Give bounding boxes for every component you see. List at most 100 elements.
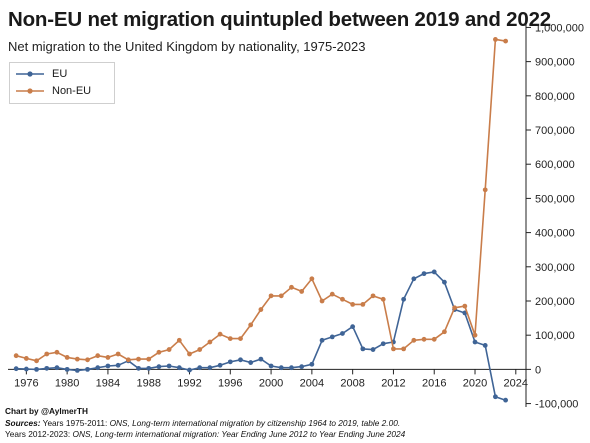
point-eu-1976 xyxy=(24,367,29,372)
point-eu-1979 xyxy=(55,365,60,370)
y-tick-label-900000: 900,000 xyxy=(535,57,575,69)
x-tick-label-1984: 1984 xyxy=(96,377,120,389)
point-eu-2009 xyxy=(360,346,365,351)
source-line-2: Years 2012-2023: ONS, Long-term internat… xyxy=(5,429,405,439)
point-eu-1982 xyxy=(85,367,90,372)
source-2-text: ONS, Long-term international migration: … xyxy=(73,429,406,439)
point-non-eu-2022 xyxy=(493,37,498,42)
point-non-eu-1995 xyxy=(218,332,223,337)
legend-item-non-eu: Non-EU xyxy=(16,84,91,98)
point-eu-1999 xyxy=(258,357,263,362)
x-tick-label-1996: 1996 xyxy=(218,377,242,389)
point-non-eu-1983 xyxy=(95,353,100,358)
point-non-eu-2016 xyxy=(432,337,437,342)
point-eu-2008 xyxy=(350,324,355,329)
point-non-eu-1988 xyxy=(146,357,151,362)
point-non-eu-2014 xyxy=(411,338,416,343)
point-non-eu-2008 xyxy=(350,302,355,307)
point-non-eu-2001 xyxy=(279,293,284,298)
point-eu-1985 xyxy=(116,363,121,368)
y-tick-label-100000: 100,000 xyxy=(535,330,575,342)
point-non-eu-2007 xyxy=(340,297,345,302)
point-non-eu-2000 xyxy=(269,293,274,298)
y-tick-label--100000: -100,000 xyxy=(535,399,578,411)
legend: EU Non-EU xyxy=(9,62,115,104)
point-non-eu-1998 xyxy=(248,323,253,328)
point-non-eu-2003 xyxy=(299,289,304,294)
point-non-eu-1980 xyxy=(65,355,70,360)
point-non-eu-1994 xyxy=(207,340,212,345)
point-eu-1987 xyxy=(136,366,141,371)
point-non-eu-2011 xyxy=(381,297,386,302)
x-tick-label-1980: 1980 xyxy=(55,377,79,389)
point-non-eu-1999 xyxy=(258,307,263,312)
x-tick-label-1976: 1976 xyxy=(14,377,38,389)
x-tick-label-2024: 2024 xyxy=(504,377,528,389)
y-tick-label-200000: 200,000 xyxy=(535,296,575,308)
point-non-eu-2005 xyxy=(320,299,325,304)
legend-item-eu: EU xyxy=(16,67,67,81)
sources-label: Sources: xyxy=(5,418,41,428)
point-non-eu-1977 xyxy=(34,358,39,363)
y-tick-label-0: 0 xyxy=(535,364,541,376)
point-non-eu-1982 xyxy=(85,357,90,362)
point-non-eu-1993 xyxy=(197,347,202,352)
point-eu-1995 xyxy=(218,363,223,368)
point-eu-1997 xyxy=(238,357,243,362)
point-eu-2015 xyxy=(422,271,427,276)
x-tick-label-1988: 1988 xyxy=(136,377,160,389)
point-non-eu-1985 xyxy=(116,352,121,357)
point-non-eu-1978 xyxy=(44,352,49,357)
source-line-1: Sources: Years 1975-2011: ONS, Long-term… xyxy=(5,418,400,428)
point-eu-2005 xyxy=(320,338,325,343)
point-eu-2004 xyxy=(309,362,314,367)
point-eu-2002 xyxy=(289,365,294,370)
point-eu-1983 xyxy=(95,365,100,370)
legend-label-non-eu: Non-EU xyxy=(52,85,91,97)
point-eu-2017 xyxy=(442,280,447,285)
point-non-eu-1979 xyxy=(55,350,60,355)
point-eu-1992 xyxy=(187,368,192,373)
point-eu-2000 xyxy=(269,364,274,369)
x-tick-label-2004: 2004 xyxy=(300,377,324,389)
point-non-eu-2012 xyxy=(391,346,396,351)
point-non-eu-2009 xyxy=(360,302,365,307)
point-eu-2023 xyxy=(503,398,508,403)
point-eu-1998 xyxy=(248,360,253,365)
legend-swatch-eu xyxy=(16,69,44,79)
legend-swatch-non-eu xyxy=(16,86,44,96)
point-non-eu-1989 xyxy=(157,350,162,355)
point-non-eu-1975 xyxy=(14,353,19,358)
point-eu-1975 xyxy=(14,366,19,371)
point-non-eu-2010 xyxy=(371,293,376,298)
point-non-eu-1987 xyxy=(136,357,141,362)
point-non-eu-2017 xyxy=(442,329,447,334)
point-eu-1978 xyxy=(44,366,49,371)
point-non-eu-2006 xyxy=(330,292,335,297)
point-non-eu-2018 xyxy=(452,305,457,310)
point-non-eu-1991 xyxy=(177,338,182,343)
x-tick-label-2000: 2000 xyxy=(259,377,283,389)
point-eu-2006 xyxy=(330,334,335,339)
point-eu-1981 xyxy=(75,368,80,373)
source-2-prefix: Years 2012-2023: xyxy=(5,429,73,439)
point-non-eu-2015 xyxy=(422,337,427,342)
point-eu-1980 xyxy=(65,367,70,372)
point-non-eu-1984 xyxy=(106,355,111,360)
x-tick-label-2012: 2012 xyxy=(381,377,405,389)
y-tick-label-300000: 300,000 xyxy=(535,262,575,274)
y-tick-label-1000000: 1,000,000 xyxy=(535,22,584,34)
point-non-eu-1996 xyxy=(228,336,233,341)
point-non-eu-1997 xyxy=(238,336,243,341)
point-eu-1988 xyxy=(146,366,151,371)
point-eu-1993 xyxy=(197,365,202,370)
point-eu-2014 xyxy=(411,276,416,281)
y-tick-label-500000: 500,000 xyxy=(535,193,575,205)
point-non-eu-2020 xyxy=(473,333,478,338)
point-eu-1990 xyxy=(167,364,172,369)
point-non-eu-2021 xyxy=(483,187,488,192)
point-eu-2001 xyxy=(279,365,284,370)
point-eu-2013 xyxy=(401,297,406,302)
point-non-eu-2023 xyxy=(503,39,508,44)
x-tick-label-1992: 1992 xyxy=(177,377,201,389)
